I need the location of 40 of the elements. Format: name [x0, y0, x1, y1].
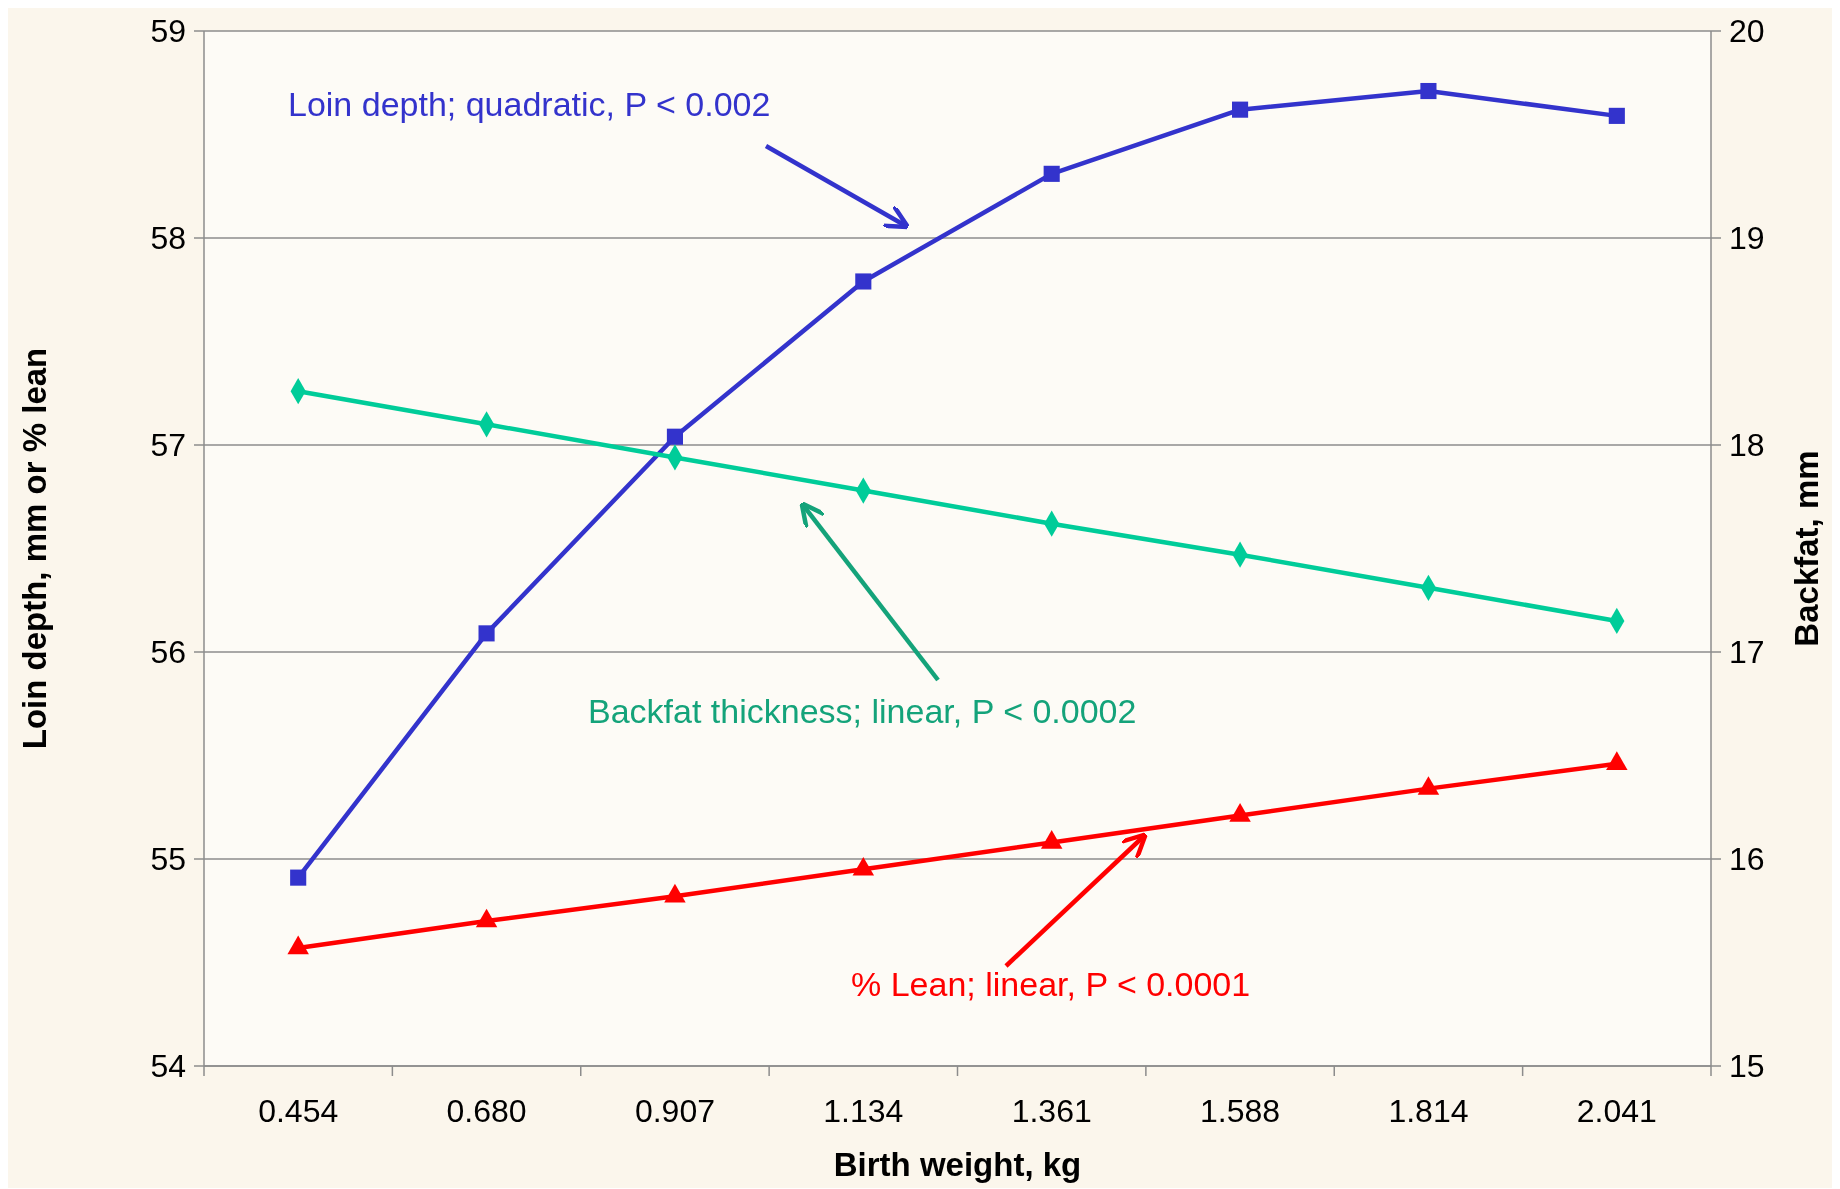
point	[1420, 82, 1437, 100]
x-tick-label: 1.588	[1200, 1093, 1281, 1129]
point	[1608, 107, 1625, 124]
y-tick-label: 57	[150, 427, 186, 464]
annotation: % Lean; linear, P < 0.0001	[851, 965, 1251, 1003]
x-tick-label: 0.454	[258, 1093, 339, 1129]
point	[1040, 830, 1063, 849]
point	[1232, 101, 1249, 118]
y-tick-label: 59	[150, 13, 186, 50]
y2-tick-label: 15	[1729, 1048, 1765, 1085]
x-tick-label: 2.041	[1576, 1093, 1657, 1129]
point	[1417, 776, 1440, 795]
point	[1606, 751, 1628, 770]
point	[664, 883, 686, 903]
point	[287, 935, 309, 955]
y-tick-label: 55	[150, 841, 186, 878]
point	[1229, 803, 1251, 822]
x-axis-title: Birth weight, kg	[833, 1146, 1082, 1183]
annotation: Backfat thickness; linear, P < 0.0002	[588, 692, 1137, 730]
y2-tick-label: 18	[1729, 427, 1765, 464]
point	[475, 908, 498, 928]
x-tick-label: 1.361	[1011, 1093, 1092, 1129]
x-tick-label: 1.814	[1388, 1093, 1469, 1129]
point	[855, 273, 872, 290]
y2-tick-label: 20	[1729, 13, 1765, 50]
y2-axis-title: Backfat, mm	[1788, 450, 1825, 647]
y-tick-label: 58	[150, 220, 186, 257]
y-tick-label: 56	[150, 634, 186, 671]
x-tick-label: 1.134	[823, 1093, 904, 1129]
y-tick-label: 54	[150, 1048, 186, 1085]
y2-tick-label: 19	[1729, 220, 1765, 257]
x-tick-label: 0.680	[446, 1093, 527, 1129]
point	[852, 856, 875, 876]
point	[666, 428, 683, 445]
y2-tick-label: 16	[1729, 841, 1765, 878]
x-tick-label: 0.907	[634, 1093, 715, 1129]
y2-tick-label: 17	[1729, 634, 1765, 671]
point	[1043, 165, 1060, 182]
annotation: Loin depth; quadratic, P < 0.002	[288, 85, 771, 123]
y-axis-title: Loin depth, mm or % lean	[16, 347, 53, 750]
